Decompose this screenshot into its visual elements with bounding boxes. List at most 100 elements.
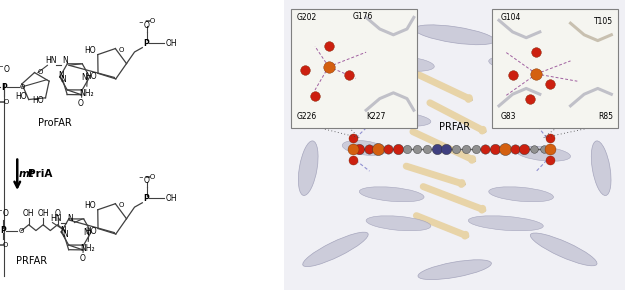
- Point: [432, 147, 442, 152]
- Text: $^-$O: $^-$O: [0, 207, 10, 218]
- Point: [508, 73, 518, 78]
- Point: [490, 147, 500, 152]
- Ellipse shape: [591, 141, 611, 195]
- Text: HN: HN: [51, 213, 62, 223]
- Text: $^-$O: $^-$O: [0, 63, 11, 74]
- Text: N: N: [60, 226, 66, 235]
- Point: [348, 147, 358, 152]
- Point: [519, 147, 529, 152]
- Text: HO: HO: [85, 227, 97, 236]
- Text: =O: =O: [144, 19, 155, 24]
- Point: [344, 73, 354, 78]
- Point: [348, 158, 358, 163]
- Point: [310, 93, 320, 98]
- Point: [441, 147, 451, 152]
- Text: O: O: [119, 47, 124, 53]
- Ellipse shape: [366, 111, 431, 126]
- Text: mt: mt: [19, 169, 34, 179]
- Text: HO: HO: [85, 201, 96, 210]
- Text: T105: T105: [594, 17, 613, 26]
- Point: [524, 96, 534, 101]
- Text: NH₂: NH₂: [79, 88, 94, 97]
- Point: [461, 147, 471, 152]
- Text: N: N: [61, 75, 66, 84]
- Ellipse shape: [359, 187, 424, 202]
- Text: G104: G104: [501, 13, 521, 22]
- Point: [392, 147, 402, 152]
- Text: OH: OH: [165, 194, 177, 203]
- Text: P: P: [0, 226, 6, 235]
- Point: [545, 158, 555, 163]
- Text: K227: K227: [367, 112, 386, 121]
- Text: O: O: [38, 69, 43, 75]
- Point: [500, 147, 510, 152]
- Text: ProFAR: ProFAR: [38, 118, 71, 128]
- Text: =O: =O: [0, 242, 9, 248]
- Text: HO: HO: [16, 92, 28, 101]
- Text: PRFAR: PRFAR: [439, 122, 470, 132]
- Text: G226: G226: [296, 112, 316, 121]
- Text: OH: OH: [23, 209, 34, 218]
- Ellipse shape: [468, 216, 543, 231]
- Point: [373, 147, 383, 152]
- Text: HO: HO: [32, 96, 44, 105]
- Ellipse shape: [342, 140, 387, 155]
- Text: NH₂: NH₂: [81, 244, 95, 253]
- Point: [364, 147, 374, 152]
- Point: [324, 64, 334, 69]
- Point: [471, 147, 481, 152]
- Point: [412, 147, 422, 152]
- Text: HN: HN: [46, 56, 57, 65]
- Text: =O: =O: [144, 174, 155, 180]
- Text: N: N: [68, 213, 74, 223]
- Text: O: O: [20, 84, 26, 90]
- Text: O: O: [79, 254, 85, 263]
- Text: G83: G83: [501, 112, 516, 121]
- Point: [509, 147, 519, 152]
- Point: [545, 136, 555, 141]
- Ellipse shape: [302, 232, 368, 267]
- Bar: [291, 9, 418, 128]
- Text: PRFAR: PRFAR: [16, 256, 48, 266]
- Text: N: N: [62, 230, 68, 239]
- Text: O: O: [19, 228, 24, 233]
- Point: [531, 72, 541, 76]
- Ellipse shape: [321, 54, 364, 108]
- Text: G176: G176: [352, 12, 373, 21]
- Point: [539, 147, 549, 152]
- Text: P: P: [144, 39, 149, 48]
- Ellipse shape: [506, 111, 564, 126]
- Ellipse shape: [366, 216, 431, 231]
- Text: N: N: [83, 228, 89, 237]
- Text: O: O: [119, 202, 124, 208]
- Text: OH: OH: [165, 39, 177, 48]
- Text: $^-$O: $^-$O: [136, 174, 151, 185]
- Point: [300, 67, 310, 72]
- Ellipse shape: [418, 260, 491, 280]
- Text: HO: HO: [85, 72, 97, 81]
- Ellipse shape: [516, 146, 571, 161]
- Ellipse shape: [489, 56, 543, 71]
- Point: [402, 147, 412, 152]
- Point: [383, 147, 393, 152]
- Text: =O: =O: [0, 99, 10, 105]
- Point: [545, 147, 555, 152]
- Point: [545, 147, 555, 152]
- Point: [324, 44, 334, 49]
- Text: PriA: PriA: [28, 169, 52, 179]
- Text: G202: G202: [296, 13, 316, 22]
- Point: [354, 147, 364, 152]
- Text: O: O: [54, 209, 61, 218]
- Text: N: N: [62, 56, 69, 65]
- Point: [422, 147, 432, 152]
- Text: P: P: [1, 82, 8, 92]
- Text: $^-$O: $^-$O: [136, 19, 151, 30]
- Text: N: N: [58, 70, 64, 79]
- Point: [348, 147, 358, 152]
- Ellipse shape: [414, 25, 495, 45]
- Point: [451, 147, 461, 152]
- Text: R85: R85: [598, 112, 613, 121]
- Point: [545, 82, 555, 86]
- Text: O: O: [78, 99, 84, 108]
- Text: HO: HO: [85, 46, 96, 55]
